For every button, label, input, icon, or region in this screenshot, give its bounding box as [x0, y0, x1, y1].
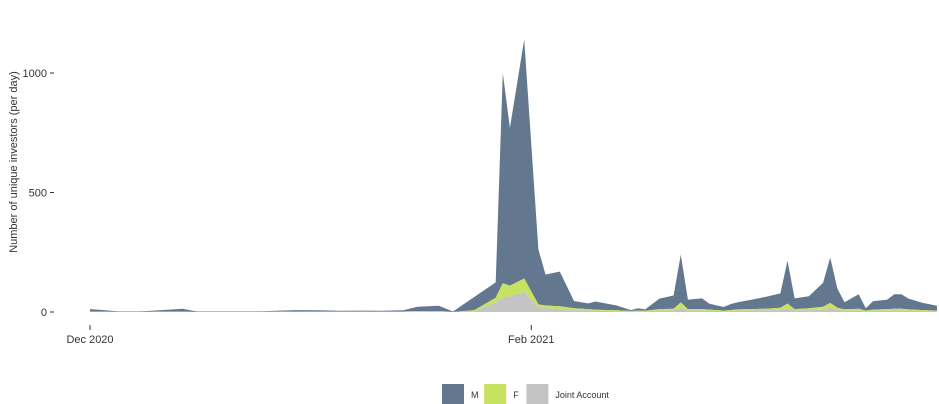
legend-label: M	[471, 390, 479, 400]
series-area-f	[90, 278, 937, 312]
y-tick-label: 0	[41, 307, 47, 319]
legend: M F Joint Account	[442, 384, 609, 404]
legend-swatch-joint-account	[526, 384, 549, 404]
y-axis-title: Number of unique investors (per day)	[8, 71, 20, 253]
legend-label: F	[513, 390, 519, 400]
x-axis: Dec 2020 Feb 2021	[66, 325, 555, 346]
series-area-m	[90, 39, 937, 312]
y-tick-label: 1000	[23, 68, 47, 80]
area-layer	[90, 39, 937, 312]
x-tick-label: Dec 2020	[66, 334, 113, 346]
legend-swatch-f	[484, 384, 507, 404]
legend-label: Joint Account	[555, 390, 609, 400]
y-axis: 0 500 1000	[23, 68, 54, 319]
y-tick-label: 500	[29, 188, 47, 200]
legend-swatch-m	[442, 384, 464, 404]
series-area-joint-account	[90, 291, 937, 312]
x-tick-label: Feb 2021	[508, 334, 554, 346]
